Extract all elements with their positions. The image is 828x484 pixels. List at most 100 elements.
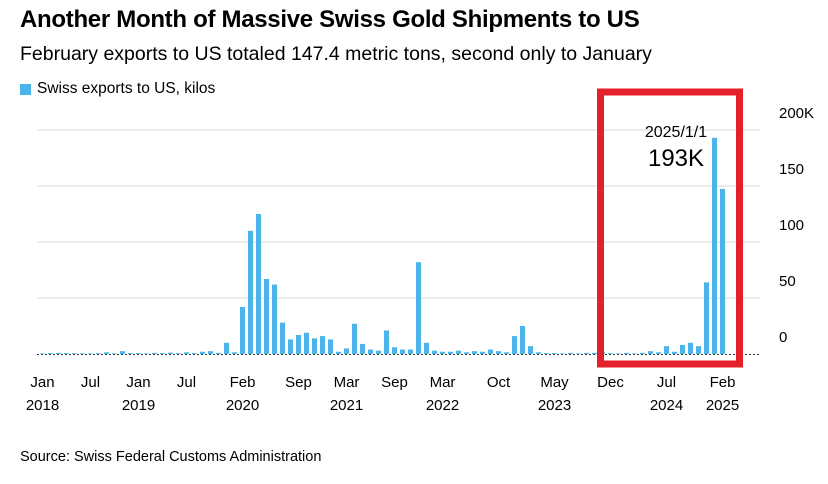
bar <box>256 214 261 354</box>
bar <box>552 353 557 354</box>
x-tick-year-label: 2025 <box>706 397 739 414</box>
bar <box>224 342 229 354</box>
bar <box>304 332 309 354</box>
bar <box>408 349 413 354</box>
bar <box>696 346 701 354</box>
bar <box>656 352 661 354</box>
x-tick-label: Sep <box>285 374 312 391</box>
bar <box>360 343 365 354</box>
x-tick-label: Feb <box>230 374 256 391</box>
bar <box>528 346 533 354</box>
bar <box>672 351 677 354</box>
annotation-value: 193K <box>648 145 704 172</box>
bar <box>448 351 453 354</box>
bar <box>312 338 317 354</box>
bar <box>400 349 405 354</box>
y-tick-label: 150 <box>779 161 804 178</box>
bar <box>200 351 205 354</box>
bar <box>504 352 509 354</box>
x-tick-label: Dec <box>597 374 624 391</box>
bar <box>56 352 61 354</box>
bar <box>712 137 717 354</box>
bar <box>440 351 445 354</box>
bar <box>208 351 213 354</box>
y-tick-label: 50 <box>779 273 796 290</box>
x-tick-label: Jan <box>126 374 150 391</box>
bar <box>128 353 133 354</box>
bar <box>520 326 525 354</box>
bar <box>72 353 77 354</box>
bar <box>336 351 341 354</box>
x-tick-label: Jul <box>177 374 196 391</box>
bar <box>392 347 397 354</box>
x-tick-year-label: 2023 <box>538 397 571 414</box>
bar <box>136 353 141 354</box>
bar <box>664 346 669 354</box>
x-tick-year-label: 2021 <box>330 397 363 414</box>
bar <box>432 350 437 354</box>
bar <box>144 353 149 354</box>
legend-swatch <box>20 83 31 95</box>
bar <box>160 353 165 354</box>
bar <box>704 282 709 354</box>
x-tick-label: Oct <box>487 374 511 391</box>
bar <box>352 323 357 354</box>
bar <box>680 345 685 354</box>
y-tick-label: 200K <box>779 105 814 122</box>
bar <box>568 352 573 354</box>
x-tick-label: Mar <box>334 374 360 391</box>
bar <box>368 349 373 354</box>
bar <box>384 330 389 354</box>
x-tick-label: Jan <box>30 374 54 391</box>
bar <box>624 352 629 354</box>
y-axis-ticks: 0 50 100 150 200K <box>779 105 814 346</box>
bar <box>424 342 429 354</box>
bar <box>488 349 493 354</box>
x-tick-year-label: 2019 <box>122 397 155 414</box>
bar <box>240 306 245 354</box>
bar <box>536 352 541 354</box>
bar <box>264 278 269 354</box>
bar <box>648 351 653 354</box>
bar <box>296 334 301 354</box>
x-tick-year-label: 2022 <box>426 397 459 414</box>
bar <box>416 262 421 354</box>
bar <box>80 353 85 354</box>
bar <box>96 353 101 354</box>
annotation-date: 2025/1/1 <box>645 124 707 141</box>
bars <box>40 137 725 354</box>
x-tick-year-label: 2020 <box>226 397 259 414</box>
chart-title: Another Month of Massive Swiss Gold Ship… <box>20 6 640 33</box>
bar <box>216 352 221 354</box>
bar <box>176 353 181 354</box>
bar <box>616 353 621 354</box>
legend-label: Swiss exports to US, kilos <box>37 80 216 97</box>
bar <box>560 353 565 354</box>
x-tick-label: Mar <box>430 374 456 391</box>
bar <box>40 353 45 354</box>
bar <box>472 351 477 354</box>
x-tick-label: Jul <box>657 374 676 391</box>
bar <box>112 353 117 354</box>
bar <box>184 352 189 354</box>
bar <box>120 351 125 354</box>
bar <box>88 353 93 354</box>
bar <box>344 348 349 354</box>
bar <box>640 352 645 354</box>
bar <box>152 352 157 354</box>
x-tick-label: Jul <box>81 374 100 391</box>
bar <box>496 351 501 354</box>
bar <box>544 353 549 354</box>
highlight-box: 2025/1/1 193K <box>597 88 743 368</box>
x-tick-label: Sep <box>381 374 408 391</box>
bar <box>232 352 237 354</box>
bar <box>584 352 589 354</box>
x-tick-year-label: 2018 <box>26 397 59 414</box>
y-tick-label: 0 <box>779 329 787 346</box>
bar <box>688 342 693 354</box>
bar <box>376 350 381 354</box>
bar <box>608 353 613 354</box>
bar <box>288 339 293 354</box>
bar <box>320 336 325 354</box>
